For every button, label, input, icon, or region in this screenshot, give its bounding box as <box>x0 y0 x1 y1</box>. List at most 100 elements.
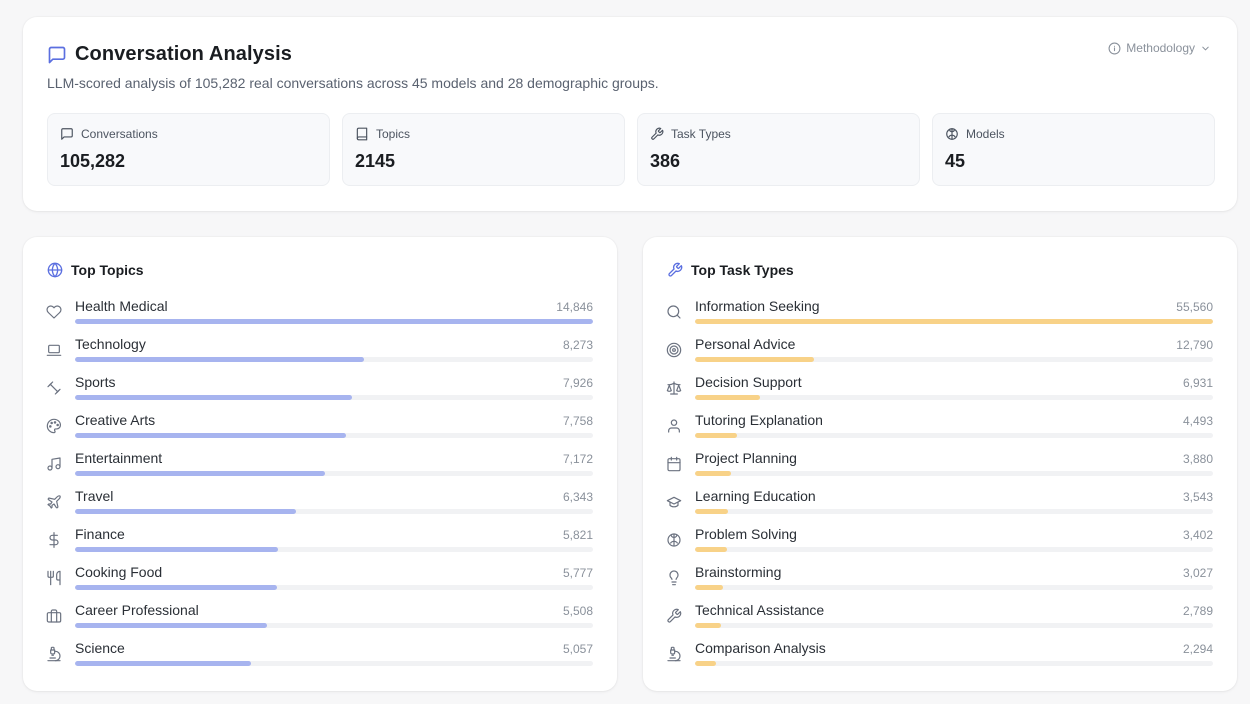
topic-bar-track <box>75 509 593 514</box>
task-type-bar-fill <box>695 433 737 438</box>
globe-icon <box>47 262 63 278</box>
task-type-bar-track <box>695 319 1213 324</box>
wrench-icon <box>667 262 683 278</box>
methodology-button[interactable]: Methodology <box>1108 41 1211 55</box>
topic-bar-track <box>75 319 593 324</box>
lightbulb-icon <box>665 569 683 587</box>
stat-label: Conversations <box>81 127 158 141</box>
task-type-bar-fill <box>695 509 729 514</box>
topic-row: Career Professional 5,508 <box>45 601 593 639</box>
task-type-bar-track <box>695 547 1213 552</box>
scale-icon <box>665 379 683 397</box>
message-icon <box>60 127 74 141</box>
stat-task-types: Task Types 386 <box>637 113 920 186</box>
stat-value: 45 <box>945 151 966 171</box>
topic-row: Travel 6,343 <box>45 487 593 525</box>
brain-icon <box>665 531 683 549</box>
topic-bar-fill <box>75 661 252 666</box>
topic-count: 5,057 <box>562 642 593 656</box>
topic-label: Health Medical <box>75 298 168 314</box>
summary-card: Conversation Analysis LLM-scored analysi… <box>23 17 1237 211</box>
topic-label: Career Professional <box>75 602 199 618</box>
task-type-row: Tutoring Explanation 4,493 <box>665 411 1213 449</box>
topic-bar-track <box>75 395 593 400</box>
topic-bar-track <box>75 547 593 552</box>
utensils-icon <box>45 569 63 587</box>
task-type-bar-track <box>695 471 1213 476</box>
briefcase-icon <box>45 607 63 625</box>
book-icon <box>355 127 369 141</box>
task-type-bar-track <box>695 433 1213 438</box>
task-type-bar-fill <box>695 585 724 590</box>
topic-count: 7,758 <box>562 414 593 428</box>
topic-row: Sports 7,926 <box>45 373 593 411</box>
topic-bar-track <box>75 661 593 666</box>
topic-count: 7,926 <box>562 376 593 390</box>
stat-topics: Topics 2145 <box>342 113 625 186</box>
task-type-row: Comparison Analysis 2,294 <box>665 639 1213 677</box>
tasks-list: Information Seeking 55,560 Personal Advice… <box>665 297 1213 677</box>
stat-label: Task Types <box>671 127 731 141</box>
methodology-label: Methodology <box>1126 41 1195 55</box>
search-icon <box>665 303 683 321</box>
task-type-bar-fill <box>695 357 815 362</box>
topic-bar-fill <box>75 623 268 628</box>
topic-label: Finance <box>75 526 125 542</box>
wrench-icon <box>650 127 664 141</box>
panel-title-label: Top Task Types <box>691 262 794 278</box>
topic-bar-track <box>75 585 593 590</box>
task-type-label: Brainstorming <box>695 564 782 580</box>
task-type-bar-fill <box>695 623 721 628</box>
dollar-icon <box>45 531 63 549</box>
task-type-count: 12,790 <box>1176 338 1213 352</box>
top-task-types-title: Top Task Types <box>667 262 794 278</box>
task-type-bar-track <box>695 357 1213 362</box>
topic-label: Cooking Food <box>75 564 163 580</box>
stat-label: Models <box>966 127 1005 141</box>
topic-label: Science <box>75 640 125 656</box>
microscope-icon <box>665 645 683 663</box>
topic-bar-fill <box>75 471 326 476</box>
top-topics-title: Top Topics <box>47 262 144 278</box>
task-type-count: 3,880 <box>1182 452 1213 466</box>
task-type-bar-track <box>695 661 1213 666</box>
task-type-bar-fill <box>695 661 717 666</box>
task-type-label: Problem Solving <box>695 526 797 542</box>
graduation-cap-icon <box>665 493 683 511</box>
topic-bar-track <box>75 471 593 476</box>
task-type-label: Learning Education <box>695 488 816 504</box>
topic-count: 5,821 <box>562 528 593 542</box>
topics-list: Health Medical 14,846 Technology 8,273 Sport… <box>45 297 593 677</box>
topic-row: Cooking Food 5,777 <box>45 563 593 601</box>
topic-count: 7,172 <box>562 452 593 466</box>
task-type-row: Technical Assistance 2,789 <box>665 601 1213 639</box>
task-type-row: Learning Education 3,543 <box>665 487 1213 525</box>
task-type-count: 6,931 <box>1182 376 1213 390</box>
task-type-bar-fill <box>695 471 732 476</box>
laptop-icon <box>45 341 63 359</box>
topic-row: Creative Arts 7,758 <box>45 411 593 449</box>
task-type-count: 4,493 <box>1182 414 1213 428</box>
top-topics-card: Top Topics Health Medical 14,846 Technolog… <box>23 237 617 691</box>
task-type-label: Tutoring Explanation <box>695 412 823 428</box>
stat-models: Models 45 <box>932 113 1215 186</box>
task-type-label: Project Planning <box>695 450 797 466</box>
task-type-bar-fill <box>695 395 760 400</box>
topic-count: 6,343 <box>562 490 593 504</box>
plane-icon <box>45 493 63 511</box>
task-type-bar-fill <box>695 319 1213 324</box>
heart-icon <box>45 303 63 321</box>
topic-bar-fill <box>75 433 346 438</box>
topic-count: 5,777 <box>562 566 593 580</box>
calendar-icon <box>665 455 683 473</box>
task-type-bar-track <box>695 623 1213 628</box>
target-icon <box>665 341 683 359</box>
task-type-label: Comparison Analysis <box>695 640 826 656</box>
topic-bar-fill <box>75 319 593 324</box>
topic-bar-fill <box>75 509 297 514</box>
topic-row: Science 5,057 <box>45 639 593 677</box>
topic-label: Entertainment <box>75 450 163 466</box>
task-type-bar-fill <box>695 547 727 552</box>
topic-bar-track <box>75 623 593 628</box>
task-type-row: Personal Advice 12,790 <box>665 335 1213 373</box>
